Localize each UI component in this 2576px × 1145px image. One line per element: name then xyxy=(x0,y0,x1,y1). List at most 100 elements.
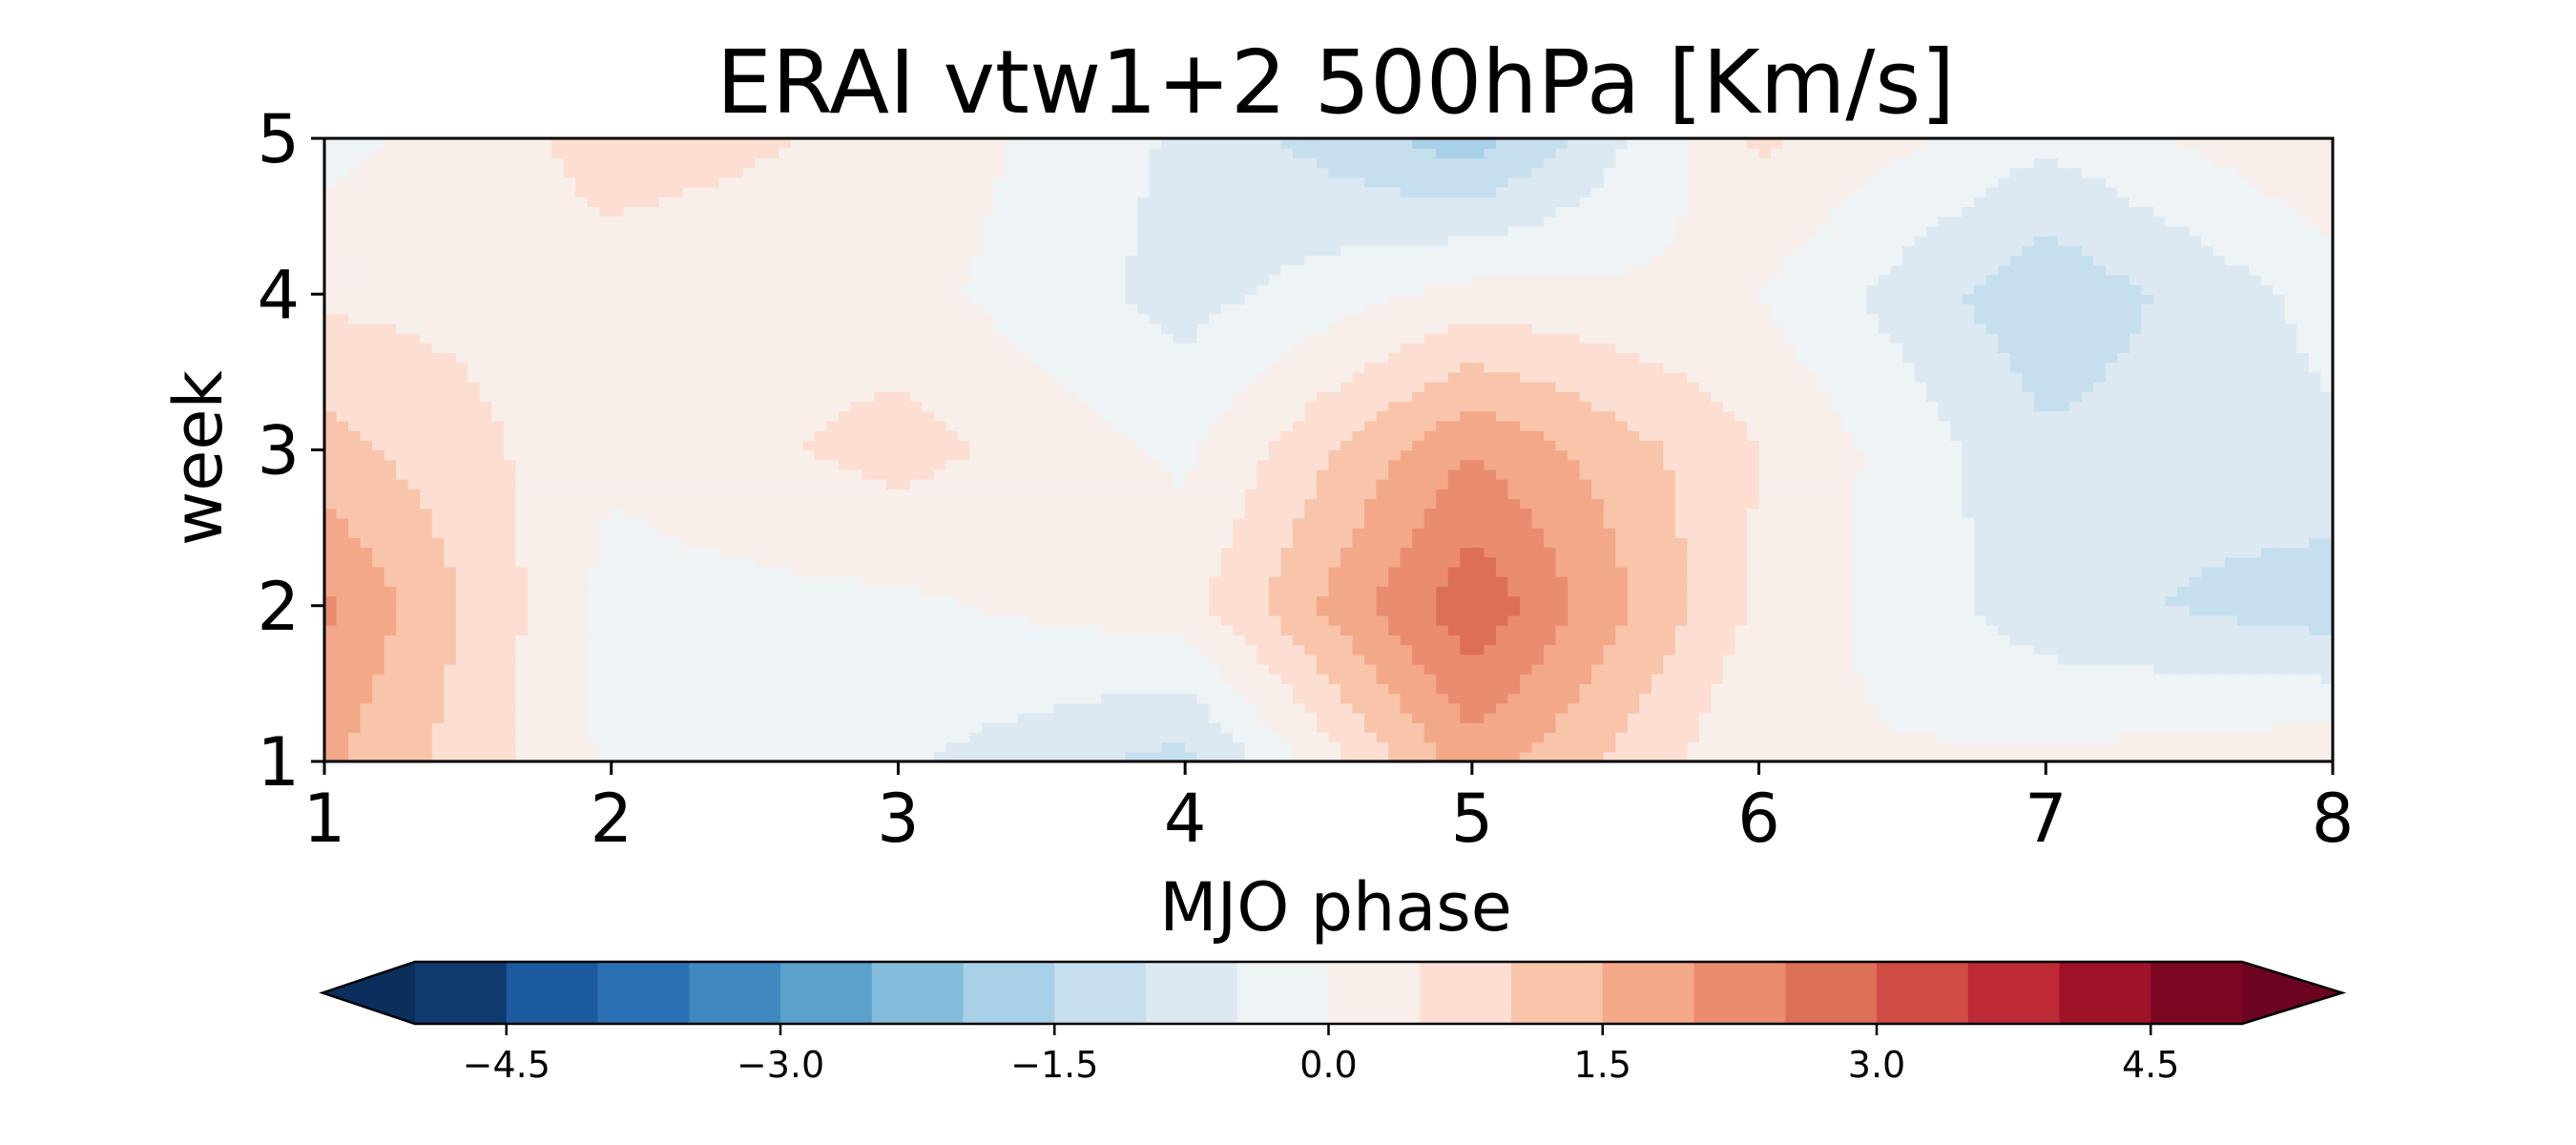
contour-cell xyxy=(2093,722,2107,733)
contour-cell xyxy=(491,468,505,480)
contour-cell xyxy=(1244,702,1257,714)
contour-cell xyxy=(1711,468,1724,480)
contour-cell xyxy=(1544,751,1557,762)
contour-cell xyxy=(1901,644,1916,656)
contour-cell xyxy=(742,693,756,704)
contour-cell xyxy=(2117,605,2130,616)
contour-cell xyxy=(1244,732,1257,743)
contour-cell xyxy=(1615,468,1629,480)
contour-cell xyxy=(1830,702,1843,714)
contour-cell xyxy=(1185,635,1198,646)
contour-cell xyxy=(1089,614,1103,626)
contour-cell xyxy=(1436,751,1449,762)
contour-cell xyxy=(2225,635,2238,646)
contour-cell xyxy=(1173,537,1186,549)
contour-cell xyxy=(2117,751,2130,762)
contour-cell xyxy=(1149,741,1162,753)
contour-cell xyxy=(1304,547,1318,558)
contour-cell xyxy=(934,528,947,538)
contour-cell xyxy=(682,528,696,538)
contour-cell xyxy=(779,517,792,529)
contour-cell xyxy=(1196,625,1210,635)
contour-cell xyxy=(1233,712,1246,723)
contour-cell xyxy=(909,635,924,646)
contour-cell xyxy=(2033,556,2046,568)
contour-cell xyxy=(1842,489,1856,500)
contour-cell xyxy=(1901,654,1916,665)
contour-cell xyxy=(1065,702,1078,714)
contour-cell xyxy=(1137,498,1151,510)
contour-cell xyxy=(360,693,373,704)
contour-cell xyxy=(1615,547,1629,558)
contour-cell xyxy=(1818,635,1832,646)
contour-cell xyxy=(420,537,433,549)
contour-cell xyxy=(1854,498,1867,510)
contour-cell xyxy=(515,605,529,616)
contour-cell xyxy=(1806,508,1819,519)
contour-cell xyxy=(909,693,924,704)
contour-cell xyxy=(528,508,541,519)
contour-cell xyxy=(444,654,457,665)
contour-cell xyxy=(467,566,481,577)
contour-cell xyxy=(491,576,505,587)
contour-cell xyxy=(2105,537,2119,549)
contour-cell xyxy=(2069,489,2083,500)
contour-cell xyxy=(1901,635,1916,646)
contour-cell xyxy=(563,576,576,587)
contour-cell xyxy=(718,576,732,587)
contour-cell xyxy=(1507,576,1521,587)
contour-cell xyxy=(2033,517,2046,529)
contour-cell xyxy=(1209,741,1222,753)
contour-cell xyxy=(898,605,911,616)
contour-cell xyxy=(1029,702,1043,714)
contour-cell xyxy=(1998,566,2011,577)
contour-cell xyxy=(874,712,887,723)
contour-cell xyxy=(1579,732,1592,743)
contour-cell xyxy=(1507,547,1521,558)
contour-cell xyxy=(862,751,875,762)
contour-cell xyxy=(2129,595,2143,607)
contour-cell xyxy=(1233,528,1246,538)
contour-cell xyxy=(1698,644,1713,656)
contour-cell xyxy=(1460,489,1473,500)
contour-cell xyxy=(1292,751,1306,762)
contour-cell xyxy=(1663,751,1676,762)
contour-cell xyxy=(324,644,338,656)
contour-cell xyxy=(993,586,1007,597)
contour-cell xyxy=(2284,537,2298,549)
contour-cell xyxy=(420,635,433,646)
contour-cell xyxy=(1340,556,1354,568)
contour-cell xyxy=(1711,479,1724,489)
contour-cell xyxy=(491,663,505,675)
contour-cell xyxy=(563,479,576,489)
contour-cell xyxy=(1304,635,1318,646)
contour-cell xyxy=(324,712,338,723)
contour-cell xyxy=(587,605,600,616)
contour-cell xyxy=(1795,741,1808,753)
contour-cell xyxy=(934,537,947,549)
contour-cell xyxy=(885,537,900,549)
contour-cell xyxy=(1568,722,1581,733)
contour-cell xyxy=(1209,605,1222,616)
contour-cell xyxy=(1388,517,1402,529)
contour-cell xyxy=(1818,712,1832,723)
contour-cell xyxy=(1544,674,1557,684)
contour-cell xyxy=(1173,566,1186,577)
contour-cell xyxy=(826,751,840,762)
contour-cell xyxy=(1555,732,1568,743)
contour-cell xyxy=(1568,479,1581,489)
contour-cell xyxy=(731,644,744,656)
contour-cell xyxy=(1233,468,1246,480)
contour-cell xyxy=(455,751,468,762)
contour-cell xyxy=(958,732,971,743)
contour-cell xyxy=(444,537,457,549)
contour-cell xyxy=(1101,663,1114,675)
contour-cell xyxy=(2069,498,2083,510)
contour-cell xyxy=(575,595,589,607)
contour-cell xyxy=(2069,702,2083,714)
contour-cell xyxy=(528,674,541,684)
contour-cell xyxy=(1627,537,1640,549)
contour-cell xyxy=(1280,625,1294,635)
contour-cell xyxy=(1842,566,1856,577)
contour-cell xyxy=(1340,644,1354,656)
